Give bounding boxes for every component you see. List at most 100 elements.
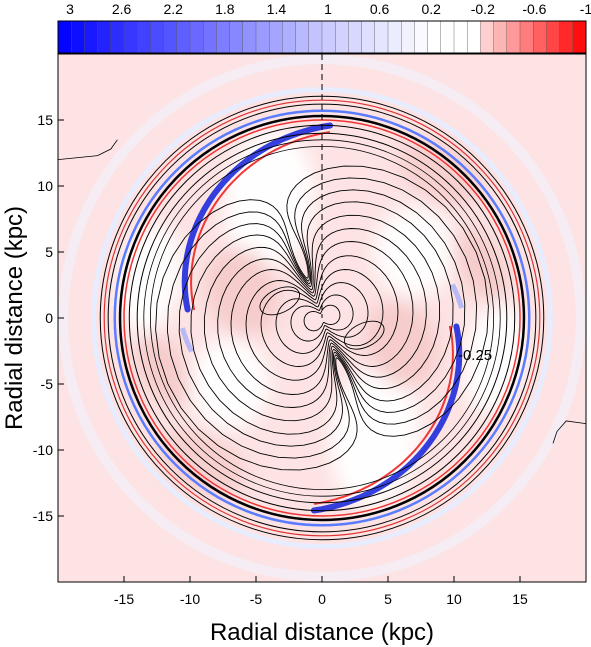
colorbar-cell bbox=[295, 20, 310, 54]
colorbar-cell bbox=[335, 20, 349, 54]
y-axis-title: Radial distance (kpc) bbox=[1, 206, 28, 430]
ring-band bbox=[113, 109, 531, 527]
x-tick-label: -10 bbox=[180, 591, 200, 607]
density-contour bbox=[260, 269, 384, 367]
density-contour bbox=[178, 189, 466, 447]
colorbar-cell bbox=[453, 20, 468, 54]
colorbar-cell bbox=[308, 20, 323, 54]
colorbar-cell bbox=[467, 20, 481, 54]
density-contours bbox=[58, 139, 586, 471]
y-tick-label: 5 bbox=[45, 244, 53, 260]
colorbar-cell bbox=[440, 20, 455, 54]
colorbar-tick-label: 0.6 bbox=[370, 1, 390, 17]
colorbar-tick-label: -0.6 bbox=[522, 1, 546, 17]
colorbar-tick-label: 1.4 bbox=[267, 1, 287, 17]
colorbar-cell bbox=[216, 20, 231, 54]
spiral-arm-south-band bbox=[310, 323, 463, 514]
density-contour bbox=[155, 165, 489, 471]
colorbar-tick-label: 2.2 bbox=[163, 1, 183, 17]
colorbar-cell bbox=[229, 20, 244, 54]
y-tick-label: 15 bbox=[37, 112, 53, 128]
x-tick-label: 5 bbox=[384, 591, 392, 607]
x-axis: -15 -10 -5 0 5 10 15 bbox=[114, 576, 528, 607]
colorbar-cell bbox=[519, 20, 534, 54]
colorbar-cell bbox=[163, 20, 178, 54]
ring-contour bbox=[136, 132, 508, 504]
colorbar-cell bbox=[361, 20, 376, 54]
density-contour bbox=[245, 255, 399, 381]
colorbar-cell bbox=[493, 20, 508, 54]
density-contour bbox=[217, 228, 427, 408]
colorbar-cell bbox=[97, 20, 112, 54]
colorbar-frame bbox=[57, 20, 587, 54]
field-blob bbox=[364, 300, 438, 389]
colorbar-tick-label: 3 bbox=[66, 1, 74, 17]
colorbar-cell bbox=[387, 20, 402, 54]
x-tick-label: 10 bbox=[446, 591, 462, 607]
colorbar-cell bbox=[70, 20, 85, 54]
colorbar-tick-label: 1 bbox=[324, 1, 332, 17]
colorbar-tick-label: -1 bbox=[580, 1, 591, 17]
field-blob bbox=[206, 247, 280, 336]
colorbar-cell bbox=[136, 20, 151, 54]
colorbar-cell bbox=[110, 20, 125, 54]
x-axis-title: Radial distance (kpc) bbox=[210, 619, 434, 646]
y-tick-label: -15 bbox=[33, 508, 53, 524]
x-tick-label: -15 bbox=[114, 591, 134, 607]
colorbar-cell bbox=[533, 20, 547, 54]
edge-contour bbox=[58, 139, 118, 160]
contour-annotation: -0.25 bbox=[458, 347, 492, 364]
spiral-arm-north-edge bbox=[190, 131, 330, 311]
colorbar-cell bbox=[401, 20, 415, 54]
colorbar-cell bbox=[506, 20, 521, 54]
density-contour bbox=[166, 177, 478, 459]
colorbar-cell bbox=[176, 20, 191, 54]
density-contour bbox=[203, 214, 441, 422]
colorbar-tick-label: -0.2 bbox=[471, 1, 495, 17]
edge-contour bbox=[552, 420, 586, 444]
colorbar-cell bbox=[123, 20, 138, 54]
x-tick-label: -5 bbox=[250, 591, 263, 607]
y-tick-label: 10 bbox=[37, 178, 53, 194]
y-tick-label: -10 bbox=[33, 442, 53, 458]
colorbar-cell bbox=[84, 20, 99, 54]
colorbar-cell bbox=[414, 20, 429, 54]
colorbar-cell bbox=[242, 20, 257, 54]
colorbar-cell bbox=[150, 20, 165, 54]
colorbar-cell bbox=[559, 20, 574, 54]
spiral-arm-south-fade bbox=[450, 283, 464, 309]
colorbar-cell bbox=[255, 20, 270, 54]
colorbar-cell bbox=[202, 20, 217, 54]
field-blob bbox=[374, 207, 455, 297]
inner-contour-loop bbox=[259, 286, 300, 316]
density-contour bbox=[303, 304, 341, 332]
y-tick-label: -5 bbox=[41, 376, 54, 392]
colorbar-tick-label: 2.6 bbox=[112, 1, 132, 17]
colorbar bbox=[57, 20, 587, 54]
density-contour bbox=[230, 241, 414, 395]
colorbar-cell bbox=[189, 20, 204, 54]
colorbar-cell bbox=[269, 20, 283, 54]
colorbar-cell bbox=[572, 20, 587, 54]
colorbar-cell bbox=[480, 20, 495, 54]
colorbar-cell bbox=[374, 20, 389, 54]
y-axis: -15 -10 -5 0 5 10 15 bbox=[33, 112, 64, 524]
density-contour bbox=[275, 282, 369, 354]
spiral-arm-north-fade bbox=[180, 327, 194, 353]
x-tick-label: 15 bbox=[512, 591, 528, 607]
y-tick-label: 0 bbox=[45, 310, 53, 326]
x-tick-label: 0 bbox=[318, 591, 326, 607]
plot-area: -0.25 bbox=[57, 53, 587, 583]
colorbar-cell bbox=[57, 20, 72, 54]
colorbar-cell bbox=[282, 20, 297, 54]
ring-contour bbox=[103, 99, 541, 537]
colorbar-tick-label: 0.2 bbox=[421, 1, 441, 17]
spiral-arm-north-band bbox=[181, 122, 334, 313]
colorbar-cell bbox=[427, 20, 442, 54]
inner-contour-loop bbox=[344, 320, 385, 350]
colorbar-tick-label: 1.8 bbox=[215, 1, 235, 17]
field-blob bbox=[189, 339, 270, 429]
colorbar-cell bbox=[348, 20, 363, 54]
colorbar-cell bbox=[321, 20, 336, 54]
